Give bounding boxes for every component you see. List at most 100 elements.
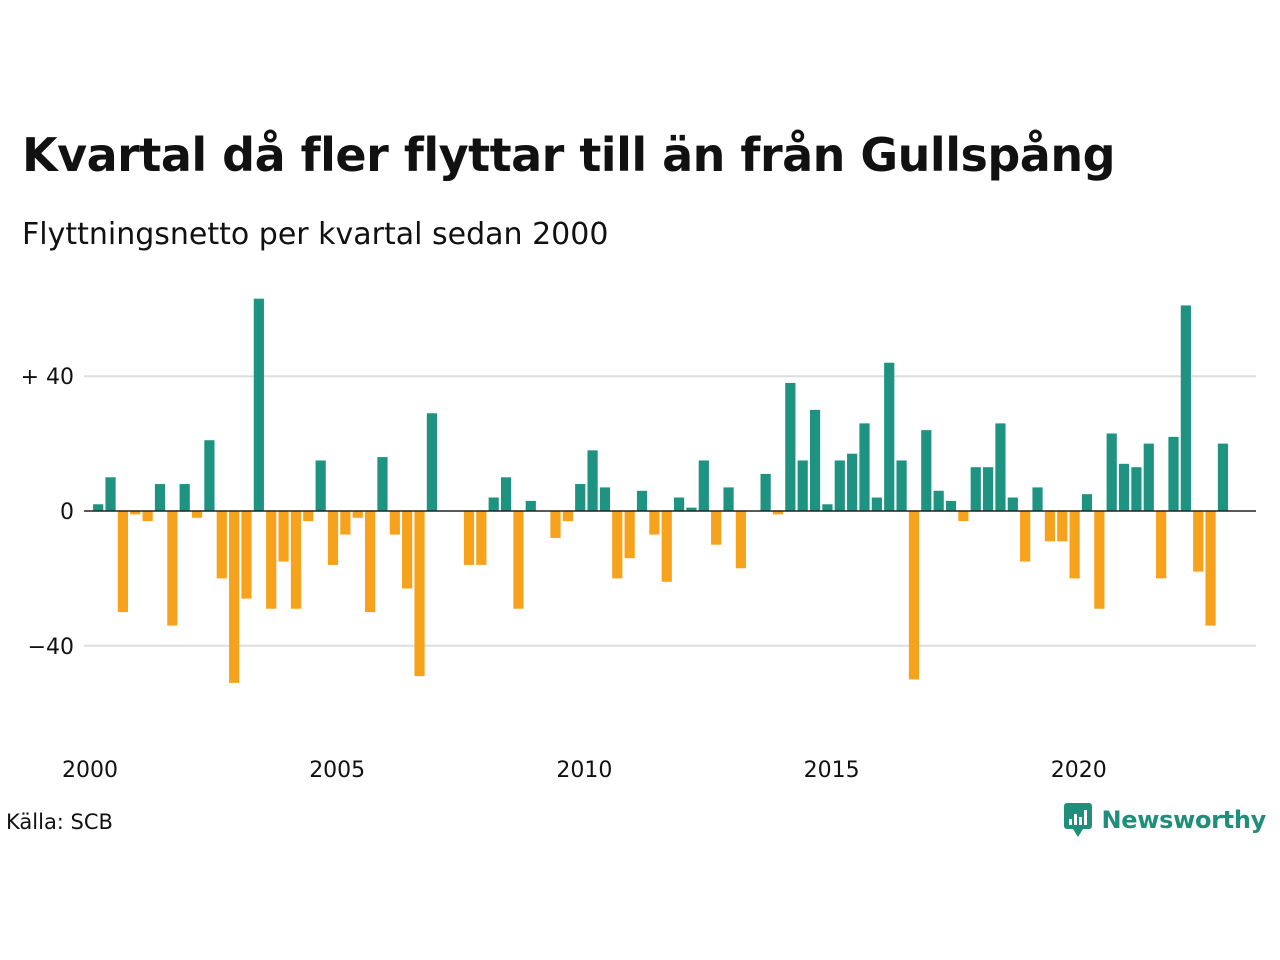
- bar: [698, 460, 709, 511]
- bar: [1118, 463, 1130, 511]
- bar: [253, 298, 264, 511]
- bar: [303, 511, 314, 522]
- bar: [117, 511, 128, 613]
- bar: [661, 511, 672, 582]
- bar: [550, 511, 561, 538]
- bar: [686, 507, 697, 511]
- bar: [908, 511, 920, 680]
- bar: [958, 511, 969, 522]
- bar: [624, 511, 635, 559]
- bar: [599, 487, 611, 511]
- bar: [562, 511, 573, 522]
- bar: [142, 511, 153, 522]
- bar: [1106, 433, 1117, 511]
- y-tick-label: 0: [60, 500, 74, 525]
- bar: [105, 477, 116, 511]
- bar: [191, 511, 203, 518]
- y-tick-label: −40: [28, 635, 74, 660]
- bar: [241, 511, 252, 599]
- source-note: Källa: SCB: [6, 810, 113, 834]
- bar: [327, 511, 339, 565]
- bar: [735, 511, 746, 569]
- bar: [809, 409, 821, 511]
- bar: [822, 504, 833, 511]
- bar: [884, 362, 895, 511]
- bar: [204, 440, 215, 511]
- bar: [1156, 511, 1167, 579]
- bar: [500, 477, 512, 511]
- bar-chart: + 40 0 −40 2000 2005 2010 2015 2020: [21, 298, 1256, 783]
- bar: [674, 497, 685, 511]
- bar: [1168, 436, 1179, 511]
- chart-subtitle: Flyttningsnetto per kvartal sedan 2000: [22, 217, 609, 252]
- bars: [93, 298, 1229, 683]
- axes: + 40 0 −40 2000 2005 2010 2015 2020: [21, 365, 1256, 783]
- x-tick-label: 2010: [556, 758, 612, 783]
- brand-logo: Newsworthy: [1063, 802, 1266, 838]
- bar: [859, 423, 870, 511]
- bar: [1217, 443, 1229, 511]
- bar: [1020, 511, 1031, 562]
- bar: [352, 511, 363, 518]
- bar: [970, 467, 981, 511]
- bar: [290, 511, 302, 609]
- bar: [933, 490, 944, 511]
- bar: [847, 453, 858, 511]
- bar: [278, 511, 289, 562]
- gridlines: [84, 375, 1256, 647]
- bar: [154, 484, 166, 511]
- bar: [587, 450, 598, 511]
- x-tick-label: 2005: [309, 758, 365, 783]
- bar: [612, 511, 623, 579]
- bar: [525, 500, 536, 511]
- bar: [389, 511, 400, 535]
- bar: [1081, 494, 1093, 511]
- bar: [1094, 511, 1105, 609]
- bar: [1180, 305, 1191, 511]
- bar: [402, 511, 413, 589]
- x-tick-label: 2020: [1051, 758, 1107, 783]
- bar: [167, 511, 178, 626]
- bar: [179, 484, 190, 511]
- bar: [1007, 497, 1018, 511]
- bar: [760, 473, 771, 511]
- bar: [426, 413, 437, 511]
- bar: [1069, 511, 1080, 579]
- bar: [365, 511, 376, 613]
- bar: [377, 457, 388, 511]
- bar: [575, 484, 586, 511]
- bar: [1143, 443, 1154, 511]
- bar: [921, 430, 932, 511]
- bar: [1044, 511, 1055, 542]
- bar: [216, 511, 227, 579]
- bar: [414, 511, 425, 677]
- bar: [983, 467, 994, 511]
- bar: [649, 511, 660, 535]
- bar: [1032, 487, 1043, 511]
- bar: [266, 511, 277, 609]
- bar: [93, 504, 104, 511]
- x-tick-label: 2015: [804, 758, 860, 783]
- bar: [315, 460, 326, 511]
- chart-title: Kvartal då fler flyttar till än från Gul…: [22, 128, 1116, 182]
- bar: [785, 382, 796, 511]
- brand-name: Newsworthy: [1101, 806, 1266, 834]
- bar: [871, 497, 882, 511]
- bar: [1193, 511, 1204, 572]
- x-tick-label: 2000: [62, 758, 118, 783]
- bar: [1131, 467, 1142, 511]
- bar: [1205, 511, 1216, 626]
- y-tick-label: + 40: [21, 365, 74, 390]
- bar: [896, 460, 907, 511]
- bar: [636, 490, 648, 511]
- bar: [945, 500, 957, 511]
- bar: [340, 511, 351, 535]
- bar: [797, 460, 808, 511]
- newsworthy-logo-icon: [1064, 803, 1093, 837]
- bar: [1057, 511, 1068, 542]
- bar: [772, 511, 784, 515]
- bar: [229, 511, 240, 683]
- bar: [130, 511, 141, 515]
- bar: [995, 423, 1006, 511]
- bar: [834, 460, 845, 511]
